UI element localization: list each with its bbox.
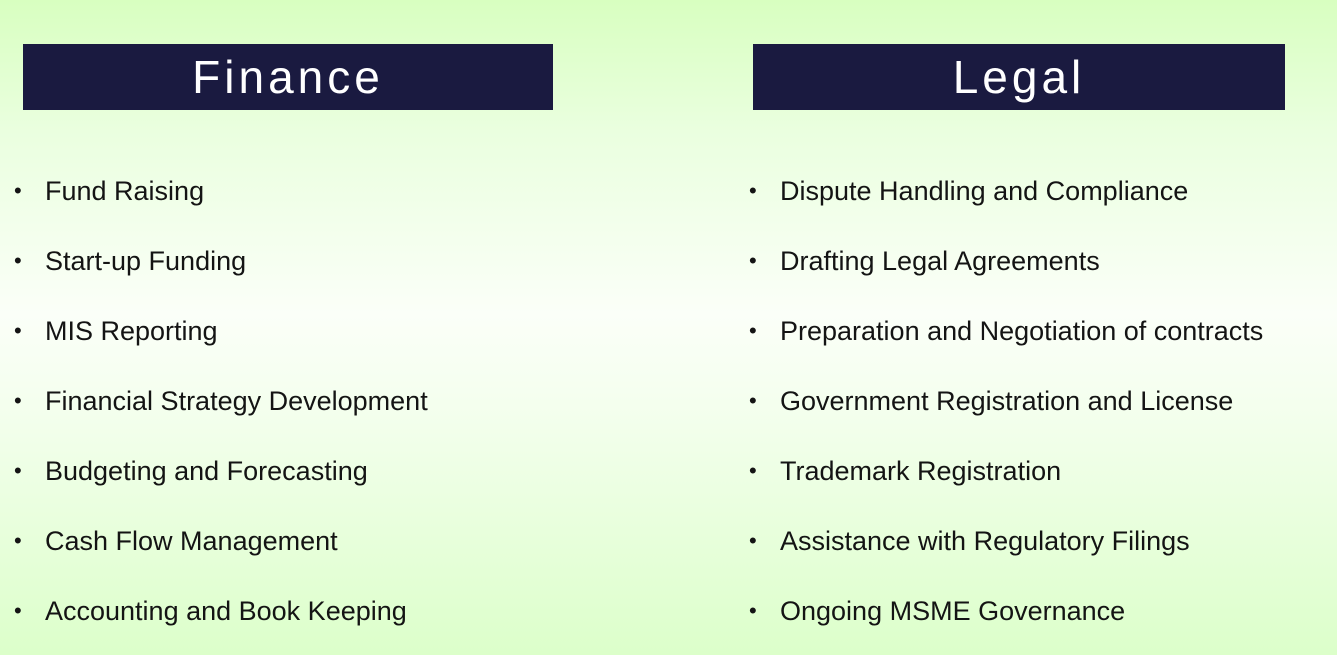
service-label: Dispute Handling and Compliance xyxy=(780,176,1189,206)
bullet-icon: • xyxy=(14,388,22,413)
list-item: • Trademark Registration xyxy=(749,445,1263,515)
list-item: • Dispute Handling and Compliance xyxy=(749,165,1263,235)
list-item: • Financial Strategy Development xyxy=(14,375,428,445)
list-item: • Assistance with Regulatory Filings xyxy=(749,515,1263,585)
list-item: • Cash Flow Management xyxy=(14,515,428,585)
finance-header: Finance xyxy=(23,44,553,110)
service-label: Start-up Funding xyxy=(45,246,247,276)
bullet-icon: • xyxy=(14,248,22,273)
list-item: • Drafting Legal Agreements xyxy=(749,235,1263,305)
list-item: • Start-up Funding xyxy=(14,235,428,305)
service-label: Accounting and Book Keeping xyxy=(45,596,407,626)
list-item: • Government Registration and License xyxy=(749,375,1263,445)
bullet-icon: • xyxy=(749,318,757,343)
legal-service-list: • Dispute Handling and Compliance • Drafti… xyxy=(749,165,1263,655)
service-label: Ongoing MSME Governance xyxy=(780,596,1126,626)
bullet-icon: • xyxy=(749,388,757,413)
bullet-icon: • xyxy=(14,178,22,203)
bullet-icon: • xyxy=(14,458,22,483)
list-item: • Ongoing MSME Governance xyxy=(749,585,1263,655)
service-label: Drafting Legal Agreements xyxy=(780,246,1100,276)
service-label: Government Registration and License xyxy=(780,386,1234,416)
service-label: Preparation and Negotiation of contracts xyxy=(780,316,1264,346)
bullet-icon: • xyxy=(749,598,757,623)
list-item: • MIS Reporting xyxy=(14,305,428,375)
list-item: • Accounting and Book Keeping xyxy=(14,585,428,655)
service-label: Assistance with Regulatory Filings xyxy=(780,526,1190,556)
bullet-icon: • xyxy=(749,528,757,553)
service-label: Trademark Registration xyxy=(780,456,1062,486)
service-label: Budgeting and Forecasting xyxy=(45,456,368,486)
bullet-icon: • xyxy=(14,528,22,553)
service-label: MIS Reporting xyxy=(45,316,218,346)
service-label: Cash Flow Management xyxy=(45,526,338,556)
bullet-icon: • xyxy=(14,318,22,343)
list-item: • Preparation and Negotiation of contract… xyxy=(749,305,1263,375)
service-label: Fund Raising xyxy=(45,176,205,206)
bullet-icon: • xyxy=(14,598,22,623)
legal-header: Legal xyxy=(753,44,1285,110)
service-label: Financial Strategy Development xyxy=(45,386,428,416)
bullet-icon: • xyxy=(749,178,757,203)
bullet-icon: • xyxy=(749,248,757,273)
bullet-icon: • xyxy=(749,458,757,483)
list-item: • Budgeting and Forecasting xyxy=(14,445,428,515)
finance-service-list: • Fund Raising • Start-up Funding • MIS Rep… xyxy=(14,165,428,655)
list-item: • Fund Raising xyxy=(14,165,428,235)
